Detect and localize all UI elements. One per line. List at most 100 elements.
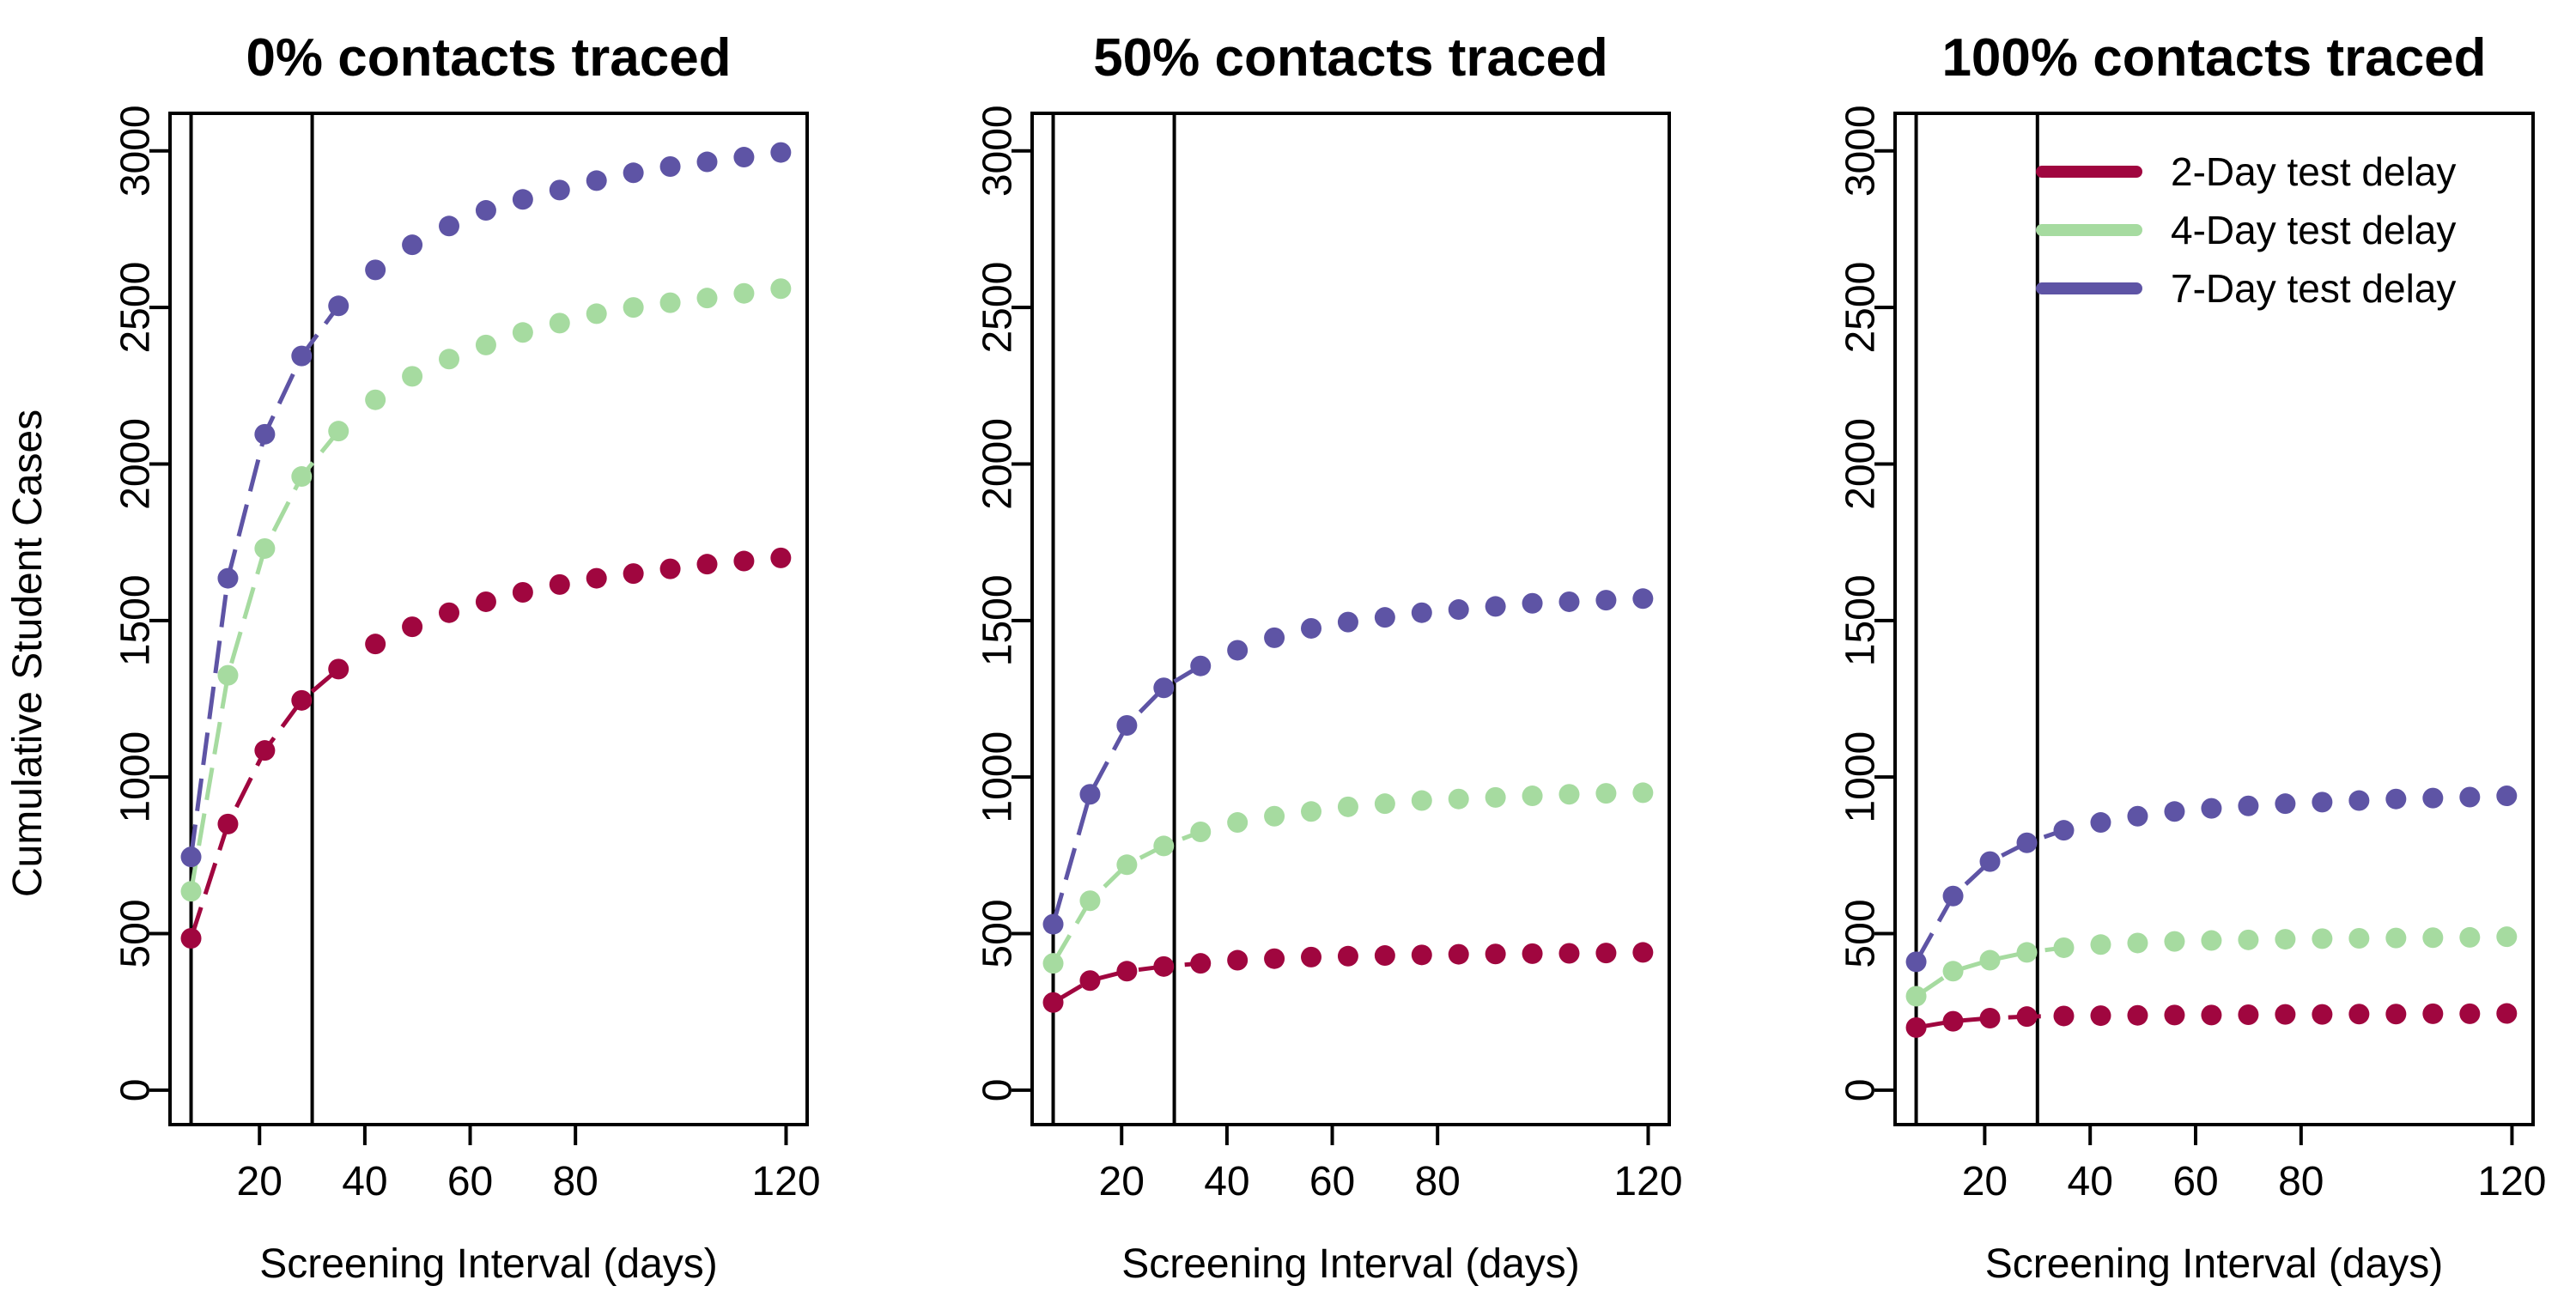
data-point-4-day-test-delay (1632, 782, 1654, 804)
data-point-4-day-test-delay (217, 664, 239, 686)
data-point-7-day-test-delay (439, 215, 460, 237)
data-point-4-day-test-delay (1595, 783, 1617, 804)
data-point-2-day-test-delay (402, 616, 423, 638)
data-point-7-day-test-delay (659, 156, 681, 177)
data-point-2-day-test-delay (291, 689, 313, 711)
data-point-7-day-test-delay (1522, 592, 1543, 614)
data-point-4-day-test-delay (2348, 928, 2370, 949)
series-line-7-day-test-delay (1051, 664, 1202, 925)
data-point-4-day-test-delay (2201, 930, 2222, 951)
data-point-2-day-test-delay (659, 558, 681, 579)
data-point-7-day-test-delay (1153, 677, 1175, 699)
data-point-4-day-test-delay (1190, 822, 1212, 842)
data-point-2-day-test-delay (1979, 1008, 2001, 1028)
x-tick-label: 20 (237, 1159, 283, 1204)
data-point-2-day-test-delay (1301, 946, 1322, 967)
data-point-4-day-test-delay (291, 466, 313, 488)
data-point-7-day-test-delay (623, 162, 644, 184)
data-point-2-day-test-delay (2201, 1004, 2222, 1026)
data-point-4-day-test-delay (696, 288, 718, 309)
data-point-2-day-test-delay (623, 563, 644, 585)
data-point-2-day-test-delay (2312, 1004, 2333, 1025)
data-point-7-day-test-delay (1485, 596, 1506, 617)
data-point-7-day-test-delay (1632, 588, 1654, 610)
x-tick-label: 40 (342, 1159, 387, 1204)
data-point-2-day-test-delay (512, 582, 533, 603)
data-point-4-day-test-delay (328, 421, 349, 442)
data-point-4-day-test-delay (2496, 926, 2518, 948)
x-tick-label: 60 (447, 1159, 493, 1204)
y-tick-label: 1500 (113, 574, 159, 666)
data-point-2-day-test-delay (1632, 942, 1654, 963)
data-point-2-day-test-delay (1264, 948, 1285, 969)
data-point-7-day-test-delay (2164, 801, 2185, 822)
data-point-4-day-test-delay (1411, 790, 1432, 811)
data-point-4-day-test-delay (439, 349, 460, 370)
x-axis-title: Screening Interval (days) (259, 1241, 718, 1287)
data-point-2-day-test-delay (1227, 949, 1249, 971)
series-line-4-day-test-delay (189, 429, 341, 892)
data-point-2-day-test-delay (2238, 1004, 2259, 1025)
panel-title: 100% contacts traced (1941, 28, 2486, 88)
data-point-7-day-test-delay (1264, 627, 1285, 648)
panel-title: 0% contacts traced (246, 28, 731, 88)
y-tick-label: 3000 (975, 105, 1021, 197)
data-point-7-day-test-delay (733, 147, 755, 168)
data-point-4-day-test-delay (2275, 929, 2296, 950)
plot-frame (1893, 112, 2535, 1126)
data-point-4-day-test-delay (549, 312, 570, 334)
data-point-2-day-test-delay (1595, 943, 1617, 964)
data-point-4-day-test-delay (2459, 926, 2481, 948)
legend-label: 2-Day test delay (2171, 149, 2456, 194)
x-axis-title: Screening Interval (days) (1985, 1241, 2444, 1287)
data-point-2-day-test-delay (217, 813, 239, 834)
series-line-2-day-test-delay (1052, 961, 1201, 1004)
data-point-2-day-test-delay (1116, 961, 1138, 982)
data-point-4-day-test-delay (2238, 929, 2259, 950)
data-point-2-day-test-delay (1448, 943, 1469, 965)
data-point-4-day-test-delay (1905, 986, 1927, 1007)
data-point-4-day-test-delay (1264, 805, 1285, 827)
data-point-4-day-test-delay (1153, 835, 1175, 857)
y-tick-label: 500 (113, 899, 159, 967)
data-point-7-day-test-delay (1905, 951, 1927, 973)
data-point-4-day-test-delay (180, 881, 202, 902)
data-point-7-day-test-delay (586, 170, 607, 191)
data-point-2-day-test-delay (1485, 943, 1506, 965)
data-point-7-day-test-delay (365, 259, 386, 281)
data-point-2-day-test-delay (2090, 1005, 2111, 1027)
y-tick-label: 2500 (113, 262, 159, 354)
data-point-7-day-test-delay (2459, 786, 2481, 808)
data-point-2-day-test-delay (2164, 1004, 2185, 1026)
y-tick-label: 3000 (113, 105, 159, 197)
data-point-7-day-test-delay (328, 295, 349, 317)
data-point-4-day-test-delay (2312, 928, 2333, 949)
data-point-2-day-test-delay (254, 740, 276, 761)
data-point-2-day-test-delay (2385, 1004, 2407, 1025)
data-point-7-day-test-delay (475, 200, 496, 221)
data-point-7-day-test-delay (2496, 786, 2518, 807)
y-tick-label: 2500 (975, 262, 1021, 354)
y-tick-label: 1000 (975, 731, 1021, 823)
data-point-7-day-test-delay (254, 423, 276, 445)
data-point-4-day-test-delay (770, 278, 792, 300)
x-tick-label: 80 (1414, 1159, 1460, 1204)
data-point-4-day-test-delay (1522, 786, 1543, 807)
data-point-4-day-test-delay (2127, 932, 2148, 954)
series-line-4-day-test-delay (1915, 945, 2064, 998)
data-point-2-day-test-delay (365, 634, 386, 655)
data-point-7-day-test-delay (2312, 792, 2333, 813)
data-point-4-day-test-delay (1301, 801, 1322, 822)
data-point-7-day-test-delay (2275, 793, 2296, 815)
y-tick-label: 2500 (1838, 262, 1884, 354)
data-point-7-day-test-delay (1558, 591, 1580, 612)
y-tick-label: 0 (975, 1079, 1021, 1102)
data-point-2-day-test-delay (2016, 1006, 2038, 1028)
x-tick-label: 40 (1204, 1159, 1249, 1204)
y-axis-title: Cumulative Student Cases (5, 409, 51, 897)
x-tick-label: 120 (1613, 1159, 1682, 1204)
series-line-7-day-test-delay (1914, 828, 2065, 963)
data-point-7-day-test-delay (217, 567, 239, 589)
data-point-4-day-test-delay (402, 366, 423, 387)
data-point-4-day-test-delay (254, 537, 276, 559)
